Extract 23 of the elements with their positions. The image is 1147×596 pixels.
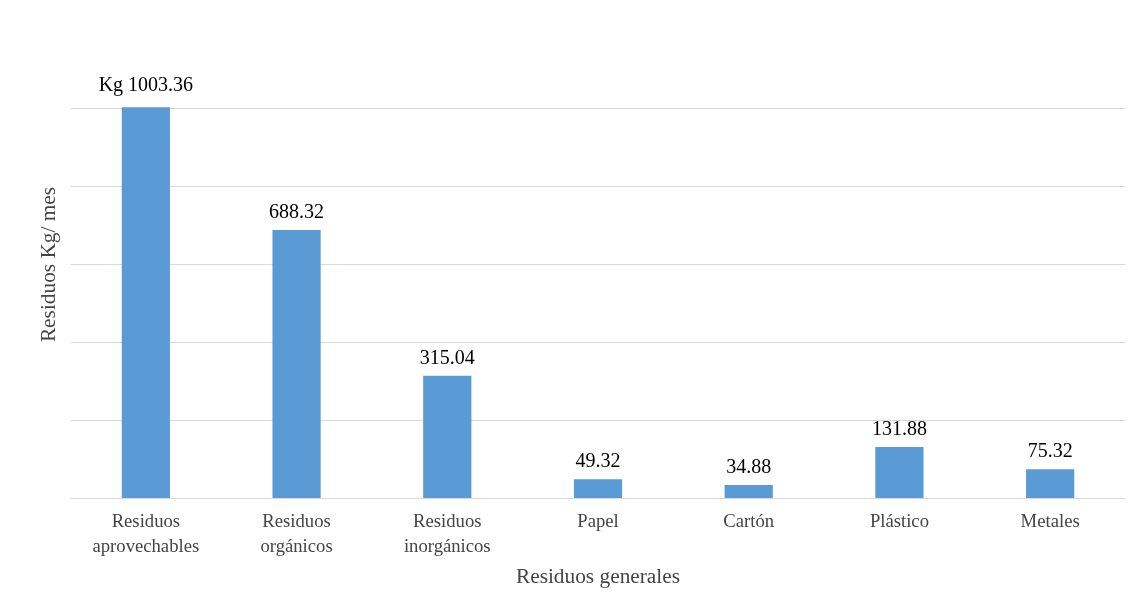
data-label: 49.32 xyxy=(575,449,621,472)
x-tick-label: Residuos aprovechables xyxy=(92,509,200,556)
y-axis-title: Residuos Kg/ mes xyxy=(35,186,60,343)
bar xyxy=(573,479,623,499)
bar xyxy=(1026,469,1075,499)
x-tick-label: Residuos orgánicos xyxy=(260,509,333,556)
data-label: 315.04 xyxy=(419,345,475,368)
data-label: 688.32 xyxy=(269,200,325,223)
data-label: 34.88 xyxy=(726,454,772,477)
bar xyxy=(875,447,924,499)
x-tick-label: Papel xyxy=(577,509,619,531)
bar xyxy=(272,230,321,499)
x-tick-label: Residuos inorgánicos xyxy=(403,509,491,556)
x-axis-title: Residuos generales xyxy=(515,563,681,588)
data-label: 75.32 xyxy=(1027,439,1073,462)
bar xyxy=(724,484,773,499)
data-label: 131.88 xyxy=(871,417,927,440)
x-tick-label: Metales xyxy=(1020,509,1080,531)
x-tick-label: Plástico xyxy=(869,509,929,531)
x-tick-label: Cartón xyxy=(723,509,775,531)
bar xyxy=(423,375,472,499)
data-label: Kg 1003.36 xyxy=(98,73,194,97)
bar xyxy=(121,107,170,499)
